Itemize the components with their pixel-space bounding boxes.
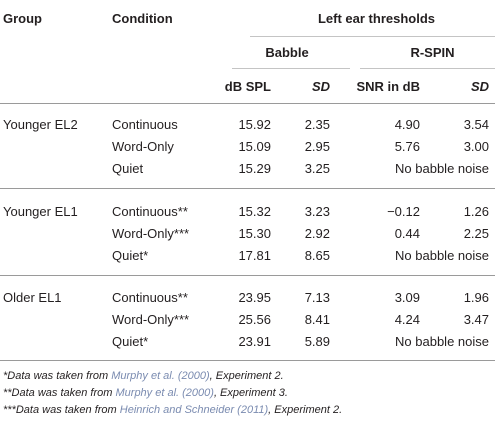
db-cell: 15.29 bbox=[238, 161, 271, 176]
header-group: Group bbox=[3, 11, 42, 26]
footnote-1: *Data was taken from Murphy et al. (2000… bbox=[3, 370, 284, 382]
group-name: Younger EL2 bbox=[3, 117, 78, 132]
db-cell: 15.32 bbox=[238, 204, 271, 219]
sd-cell: 8.41 bbox=[304, 312, 330, 327]
sd-cell: 2.92 bbox=[304, 226, 330, 241]
snr-cell: 5.76 bbox=[394, 139, 420, 154]
header-span-rule bbox=[250, 36, 495, 37]
table-row: Younger EL2 Continuous 15.92 2.35 4.90 3… bbox=[0, 114, 495, 136]
sd2-cell: 3.00 bbox=[463, 139, 489, 154]
header-row-3: dB SPL SD SNR in dB SD bbox=[0, 76, 495, 98]
condition-cell: Continuous bbox=[112, 117, 178, 132]
citation-link[interactable]: Murphy et al. (2000) bbox=[115, 387, 214, 399]
sd2-cell: 3.54 bbox=[463, 117, 489, 132]
condition-cell: Quiet* bbox=[112, 248, 149, 263]
header-sd-2: SD bbox=[470, 79, 489, 94]
table-bottom-rule bbox=[0, 360, 495, 361]
header-row-1: Group Condition Left ear thresholds bbox=[0, 8, 495, 30]
header-row-2: Babble R-SPIN bbox=[0, 42, 495, 64]
group-divider bbox=[0, 275, 495, 276]
db-cell: 15.92 bbox=[238, 117, 271, 132]
sd-cell: 2.95 bbox=[304, 139, 330, 154]
sd2-cell: 2.25 bbox=[463, 226, 489, 241]
sd-cell: 8.65 bbox=[304, 248, 330, 263]
citation-link[interactable]: Heinrich and Schneider (2011) bbox=[119, 404, 269, 416]
sd2-cell: 3.47 bbox=[463, 312, 489, 327]
no-noise-cell: No babble noise bbox=[395, 248, 489, 263]
condition-cell: Word-Only*** bbox=[112, 312, 190, 327]
sd-cell: 3.23 bbox=[304, 204, 330, 219]
snr-cell: 4.24 bbox=[394, 312, 420, 327]
condition-cell: Continuous** bbox=[112, 290, 188, 305]
snr-cell: 3.09 bbox=[394, 290, 420, 305]
condition-cell: Quiet* bbox=[112, 334, 149, 349]
table-row: Younger EL1 Continuous** 15.32 3.23 −0.1… bbox=[0, 201, 495, 223]
db-cell: 23.91 bbox=[238, 334, 271, 349]
header-snr: SNR in dB bbox=[356, 79, 420, 94]
sd2-cell: 1.26 bbox=[463, 204, 489, 219]
sd-cell: 7.13 bbox=[304, 290, 330, 305]
snr-cell: 0.44 bbox=[394, 226, 420, 241]
group-name: Older EL1 bbox=[3, 290, 62, 305]
condition-cell: Word-Only*** bbox=[112, 226, 190, 241]
header-left-ear: Left ear thresholds bbox=[317, 11, 436, 26]
header-bottom-rule bbox=[0, 103, 495, 104]
footnote-2: **Data was taken from Murphy et al. (200… bbox=[3, 387, 288, 399]
header-db-spl: dB SPL bbox=[224, 79, 271, 94]
header-babble: Babble bbox=[265, 45, 309, 60]
table-row: Word-Only 15.09 2.95 5.76 3.00 bbox=[0, 136, 495, 158]
header-condition: Condition bbox=[112, 11, 173, 26]
db-cell: 17.81 bbox=[238, 248, 271, 263]
table-row: Quiet* 17.81 8.65 No babble noise bbox=[0, 245, 495, 267]
rspin-span-rule bbox=[360, 68, 495, 69]
sd-cell: 3.25 bbox=[304, 161, 330, 176]
table-row: Quiet* 23.91 5.89 No babble noise bbox=[0, 331, 495, 353]
footnote-3: ***Data was taken from Heinrich and Schn… bbox=[3, 404, 343, 416]
group-name: Younger EL1 bbox=[3, 204, 78, 219]
db-cell: 23.95 bbox=[238, 290, 271, 305]
condition-cell: Quiet bbox=[112, 161, 144, 176]
db-cell: 15.09 bbox=[238, 139, 271, 154]
snr-cell: 4.90 bbox=[394, 117, 420, 132]
citation-link[interactable]: Murphy et al. (2000) bbox=[111, 370, 210, 382]
sd-cell: 5.89 bbox=[304, 334, 330, 349]
sd-cell: 2.35 bbox=[304, 117, 330, 132]
group-divider bbox=[0, 188, 495, 189]
table-row: Older EL1 Continuous** 23.95 7.13 3.09 1… bbox=[0, 287, 495, 309]
condition-cell: Word-Only bbox=[112, 139, 174, 154]
condition-cell: Continuous** bbox=[112, 204, 188, 219]
db-cell: 15.30 bbox=[238, 226, 271, 241]
table-row: Word-Only*** 25.56 8.41 4.24 3.47 bbox=[0, 309, 495, 331]
no-noise-cell: No babble noise bbox=[395, 334, 489, 349]
table-row: Quiet 15.29 3.25 No babble noise bbox=[0, 158, 495, 180]
header-rspin: R-SPIN bbox=[410, 45, 455, 60]
snr-cell: −0.12 bbox=[387, 204, 420, 219]
header-sd-1: SD bbox=[311, 79, 330, 94]
babble-span-rule bbox=[232, 68, 350, 69]
no-noise-cell: No babble noise bbox=[395, 161, 489, 176]
table-row: Word-Only*** 15.30 2.92 0.44 2.25 bbox=[0, 223, 495, 245]
sd2-cell: 1.96 bbox=[463, 290, 489, 305]
db-cell: 25.56 bbox=[238, 312, 271, 327]
